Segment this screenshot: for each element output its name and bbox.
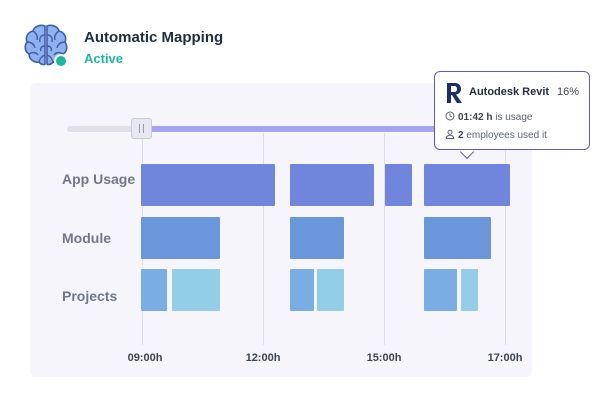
clock-icon xyxy=(445,111,455,121)
tooltip-duration: 01:42 h is usage xyxy=(445,111,533,123)
time-tick: 12:00h xyxy=(245,352,281,364)
app-usage-bar[interactable] xyxy=(385,164,412,206)
time-tick: 15:00h xyxy=(366,352,402,364)
row-label-module: Module xyxy=(62,230,111,246)
autodesk-revit-icon xyxy=(447,83,462,103)
grid-line xyxy=(384,133,385,345)
row-label-app-usage: App Usage xyxy=(62,171,136,187)
app-usage-bar[interactable] xyxy=(424,164,510,206)
project-bar[interactable] xyxy=(172,269,220,311)
usage-tooltip: Autodesk Revit 16% 01:42 h is usage 2 em… xyxy=(434,71,590,150)
user-icon xyxy=(445,129,455,139)
grid-line xyxy=(263,133,264,345)
time-tick: 09:00h xyxy=(127,352,163,364)
tooltip-percent: 16% xyxy=(556,86,579,98)
time-tick: 17:00h xyxy=(487,352,523,364)
range-slider-handle[interactable] xyxy=(131,118,152,139)
module-bar[interactable] xyxy=(141,217,220,259)
project-bar[interactable] xyxy=(424,269,457,311)
module-bar[interactable] xyxy=(424,217,491,259)
row-label-projects: Projects xyxy=(62,288,118,304)
range-slider-fill xyxy=(150,126,537,132)
status-indicator xyxy=(54,54,68,68)
status-label: Active xyxy=(84,51,124,66)
module-bar[interactable] xyxy=(290,217,344,259)
tooltip-duration-value: 01:42 h xyxy=(458,112,493,123)
tooltip-employees-value: 2 xyxy=(458,130,464,141)
project-bar[interactable] xyxy=(461,269,478,311)
project-bar[interactable] xyxy=(317,269,344,311)
tooltip-employees: 2 employees used it xyxy=(445,129,547,141)
tooltip-app-name: Autodesk Revit xyxy=(469,86,550,98)
project-bar[interactable] xyxy=(141,269,167,311)
tooltip-employees-suffix: employees used it xyxy=(463,130,547,141)
page-title: Automatic Mapping xyxy=(84,29,224,46)
tooltip-duration-suffix: is usage xyxy=(492,112,533,123)
project-bar[interactable] xyxy=(290,269,314,311)
app-header: Automatic Mapping Active xyxy=(22,20,322,72)
app-usage-bar[interactable] xyxy=(290,164,374,206)
grid-line xyxy=(505,133,506,345)
app-usage-bar[interactable] xyxy=(141,164,275,206)
